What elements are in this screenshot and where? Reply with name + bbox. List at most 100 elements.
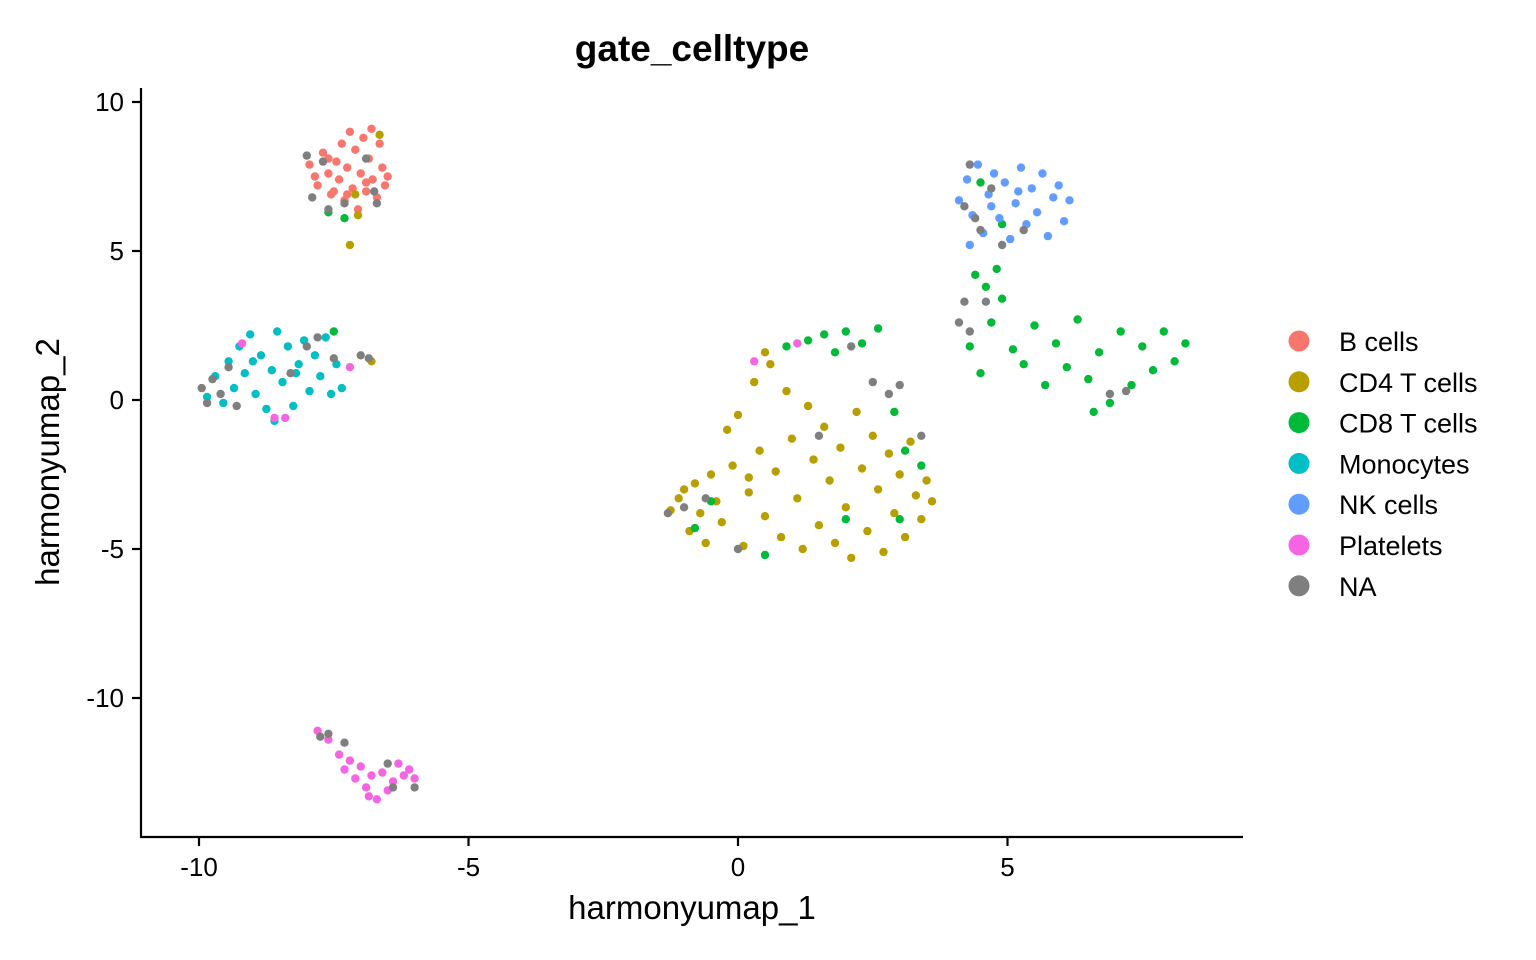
data-point-platelets [351, 774, 360, 783]
data-point-b-cells [324, 169, 333, 178]
data-point-cd8-t-cells [1127, 380, 1136, 390]
data-point-platelets [793, 339, 802, 348]
data-point-na [372, 199, 382, 208]
data-point-cd4-t-cells [830, 538, 840, 548]
data-point-cd8-t-cells [841, 327, 850, 336]
data-point-cd4-t-cells [863, 526, 872, 536]
data-point-cd4-t-cells [353, 211, 363, 220]
data-point-b-cells [310, 172, 320, 181]
data-point-na [313, 333, 322, 342]
data-point-cd8-t-cells [1062, 363, 1072, 372]
data-point-cd4-t-cells [690, 479, 700, 488]
legend-label-nk-cells: NK cells [1339, 490, 1438, 520]
data-point-cd4-t-cells [782, 386, 791, 396]
data-point-na [847, 342, 856, 351]
data-point-na [884, 389, 894, 399]
data-point-b-cells [375, 139, 384, 148]
data-point-cd8-t-cells [857, 339, 867, 348]
data-point-nk-cells [1049, 193, 1058, 202]
data-point-cd8-t-cells [1030, 321, 1039, 330]
data-point-na [981, 297, 991, 306]
legend-label-na: NA [1339, 572, 1377, 602]
data-point-na [679, 503, 689, 512]
data-point-na [302, 151, 311, 160]
data-point-b-cells [343, 163, 352, 172]
data-point-cd8-t-cells [1116, 327, 1125, 336]
data-point-na [329, 354, 338, 363]
data-point-b-cells [332, 157, 341, 166]
legend: B cells CD4 T cells CD8 T cells Monocytes NK… [1288, 327, 1478, 602]
series-b-cells [305, 124, 392, 214]
data-point-na [324, 729, 333, 738]
data-point-cd4-t-cells [706, 470, 716, 479]
data-point-monocytes [273, 327, 282, 336]
data-point-cd4-t-cells [771, 467, 780, 476]
data-point-cd4-t-cells [847, 553, 856, 563]
legend-key-cd8-t-cells [1288, 412, 1310, 434]
data-point-na [224, 363, 233, 372]
data-point-cd4-t-cells [922, 476, 931, 485]
data-point-na [340, 738, 349, 747]
data-point-nk-cells [1032, 208, 1042, 217]
data-point-cd4-t-cells [760, 348, 770, 357]
data-point-platelets [345, 363, 355, 372]
data-point-nk-cells [1000, 178, 1009, 187]
series-cd8-t-cells [324, 178, 1190, 560]
data-point-monocytes [251, 389, 260, 399]
x-tick-label: -5 [457, 852, 480, 882]
series-nk-cells [954, 160, 1074, 250]
data-point-cd4-t-cells [787, 434, 797, 443]
data-point-b-cells [368, 175, 377, 184]
data-point-cd8-t-cells [340, 214, 349, 223]
data-point-cd4-t-cells [744, 473, 753, 482]
data-point-cd8-t-cells [1181, 339, 1190, 348]
data-point-b-cells [345, 127, 355, 136]
data-point-cd8-t-cells [992, 264, 1001, 274]
data-point-monocytes [219, 398, 228, 408]
x-axis-ticks: -10 -5 0 5 [180, 837, 1015, 882]
data-point-monocytes [289, 401, 298, 411]
data-point-na [1019, 225, 1028, 235]
data-point-cd8-t-cells [971, 270, 980, 279]
data-point-platelets [270, 413, 279, 423]
data-point-cd8-t-cells [917, 461, 926, 470]
data-point-na [232, 401, 241, 411]
data-point-cd4-t-cells [793, 494, 802, 503]
data-point-na [302, 342, 311, 351]
data-point-cd4-t-cells [890, 509, 899, 518]
data-point-na [364, 354, 373, 363]
data-point-na [971, 214, 980, 223]
data-point-b-cells [351, 145, 360, 154]
data-point-na [663, 509, 673, 518]
data-point-platelets [281, 413, 290, 423]
data-point-cd4-t-cells [723, 425, 732, 434]
data-point-monocytes [294, 360, 303, 369]
data-point-b-cells [378, 163, 387, 172]
data-point-cd4-t-cells [345, 240, 355, 250]
data-point-nk-cells [1054, 181, 1063, 190]
legend-key-nk-cells [1288, 493, 1310, 515]
data-point-na [1105, 389, 1115, 399]
data-point-na [814, 431, 824, 440]
data-point-cd4-t-cells [814, 521, 824, 530]
data-point-monocytes [256, 351, 266, 360]
points-layer [197, 124, 1190, 804]
data-point-cd4-t-cells [911, 491, 921, 500]
legend-label-b-cells: B cells [1339, 327, 1419, 357]
x-axis-title: harmonyumap_1 [568, 889, 816, 926]
data-point-nk-cells [954, 196, 964, 205]
data-point-platelets [324, 735, 333, 744]
data-point-cd4-t-cells [841, 503, 850, 512]
data-point-cd4-t-cells [701, 538, 710, 548]
data-point-platelets [372, 795, 382, 804]
data-point-cd4-t-cells [895, 470, 904, 479]
data-point-cd4-t-cells [879, 547, 888, 557]
data-point-cd8-t-cells [760, 550, 770, 560]
data-point-na [208, 374, 217, 384]
data-point-b-cells [329, 187, 338, 196]
data-point-cd8-t-cells [1073, 315, 1082, 324]
data-point-na [370, 187, 379, 196]
data-point-cd8-t-cells [1084, 374, 1093, 384]
data-point-cd8-t-cells [1148, 366, 1158, 375]
data-point-cd8-t-cells [873, 324, 883, 333]
